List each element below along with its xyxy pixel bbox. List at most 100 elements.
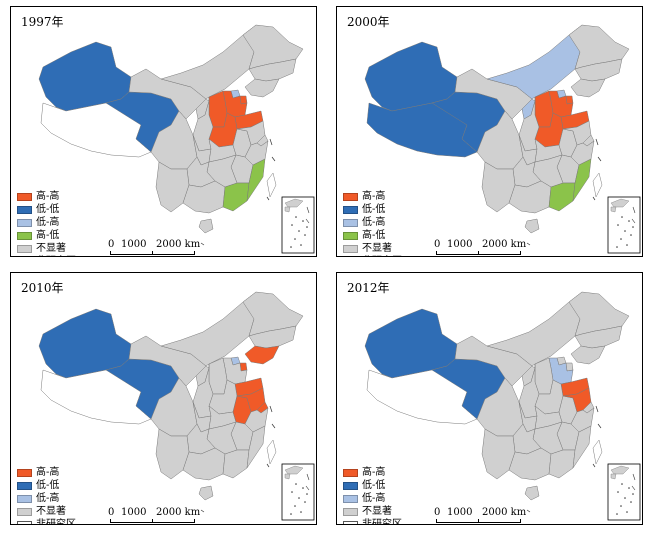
map-panel-2010: 2010年 高-高 低-低 低-高 不显著 非研究区 0 1000 2000 km: [10, 272, 317, 525]
island-dot: [300, 511, 302, 513]
province-hainan: [198, 218, 214, 234]
island-dot: [626, 511, 628, 513]
island-dot: [290, 513, 292, 515]
south-china-sea-inset: [607, 463, 641, 521]
legend-label: 低-低: [362, 480, 386, 491]
province-shanxi: [208, 90, 228, 128]
china-map: [364, 291, 641, 521]
scale-label-0: 0: [434, 239, 441, 250]
legend-item-non-study-area: 非研究区: [343, 518, 402, 525]
island-dot: [290, 246, 292, 248]
legend-swatch: [17, 231, 32, 240]
island-dot: [626, 244, 628, 246]
legend-label: 低-高: [362, 493, 386, 504]
legend: 高-高 低-低 低-高不显著 非研究区: [17, 466, 76, 524]
province-fujian: [246, 425, 266, 469]
scale-label-0: 0: [108, 507, 115, 518]
legend-swatch: [343, 231, 358, 240]
island-dot: [630, 501, 632, 503]
legend-label: 高-低: [362, 230, 386, 241]
legend: 高-高低-低低-高 不显著 非研究区: [343, 466, 402, 525]
province-shanxi: [534, 357, 554, 395]
scale-label-1000: 1000: [447, 239, 473, 250]
legend-item-high-high: 高-高: [17, 190, 76, 203]
province-shanxi: [534, 90, 554, 128]
island-dot: [617, 491, 619, 493]
legend-item-non-study-area: 非研究区: [17, 255, 76, 256]
legend: 高-高低-低低-高高-低不显著非研究区: [17, 190, 76, 256]
island-dot: [628, 487, 630, 489]
legend-swatch: [343, 520, 358, 524]
legend-item-not-significant: 不显著: [343, 505, 402, 518]
legend-swatch: [343, 205, 358, 214]
legend-item-high-high: 高-高: [17, 466, 76, 479]
legend-item-low-low: 低-低: [17, 479, 76, 492]
province-hainan: [524, 485, 540, 501]
legend-label: 低-低: [36, 204, 60, 215]
legend-swatch: [343, 218, 358, 227]
legend-swatch: [17, 507, 32, 516]
legend-item-low-low: 低-低: [343, 479, 402, 492]
map-panel-2000: 2000年 高-高低-低低-高高-低不显著非研究区 0 1000 2000 km: [336, 6, 643, 257]
island-dot: [632, 226, 634, 228]
province-yunnan: [155, 428, 190, 480]
scale-label-0: 0: [108, 239, 115, 250]
island-dot: [306, 493, 308, 495]
legend-item-non-study-area: 非研究区: [343, 255, 402, 256]
island-dot: [616, 513, 618, 515]
legend-item-low-high: 低-高: [17, 492, 76, 505]
china-map: [364, 24, 641, 254]
legend-swatch: [343, 244, 358, 253]
legend-item-low-high: 低-高: [343, 492, 402, 505]
legend-item-low-high: 低-高: [17, 216, 76, 229]
legend-item-not-significant: 不显著: [343, 242, 402, 255]
legend: 高-高低-低低-高高-低不显著非研究区: [343, 190, 402, 256]
province-fujian: [572, 158, 592, 202]
island-dot: [628, 220, 630, 222]
island-dot: [624, 230, 626, 232]
scale-bar: [436, 251, 521, 256]
legend-label: 高-低: [36, 230, 60, 241]
legend-swatch: [343, 468, 358, 477]
legend-label: 低-高: [36, 217, 60, 228]
scale-label-2000: 2000 km: [482, 239, 527, 250]
legend-item-low-high: 低-高: [343, 216, 402, 229]
province-liaoning: [244, 78, 280, 98]
legend-label: 非研究区: [362, 255, 402, 256]
legend-label: 低-高: [36, 493, 60, 504]
province-guangdong: [548, 449, 576, 479]
island-dot: [620, 238, 622, 240]
island-dot: [304, 234, 306, 236]
south-china-sea-inset: [281, 196, 315, 254]
legend-label: 高-高: [36, 467, 60, 478]
coastal-islands: [200, 138, 276, 246]
province-shanxi: [208, 357, 228, 395]
legend-item-high-low: 高-低: [343, 229, 402, 242]
legend-label: 低-低: [362, 204, 386, 215]
legend-swatch: [17, 494, 32, 503]
scale-label-1000: 1000: [121, 507, 147, 518]
legend-label: 高-高: [362, 467, 386, 478]
china-map: [38, 291, 315, 521]
year-label: 2012年: [347, 281, 390, 295]
island-dot: [624, 497, 626, 499]
legend-label: 非研究区: [362, 519, 402, 525]
legend-label: 高-高: [36, 191, 60, 202]
legend-label: 不显著: [36, 506, 66, 517]
island-dot: [300, 244, 302, 246]
island-dot: [620, 505, 622, 507]
scale-label-1000: 1000: [121, 239, 147, 250]
legend-item-non-study-area: 非研究区: [17, 518, 76, 524]
island-dot: [632, 493, 634, 495]
scale-bar: [110, 251, 195, 256]
scale-label-2000: 2000 km: [482, 507, 527, 518]
island-dot: [617, 224, 619, 226]
island-dot: [616, 246, 618, 248]
province-guangdong: [548, 182, 576, 212]
island-dot: [302, 487, 304, 489]
province-taiwan: [266, 172, 277, 198]
province-hainan: [524, 218, 540, 234]
island-dot: [304, 501, 306, 503]
scale-label-0: 0: [434, 507, 441, 518]
